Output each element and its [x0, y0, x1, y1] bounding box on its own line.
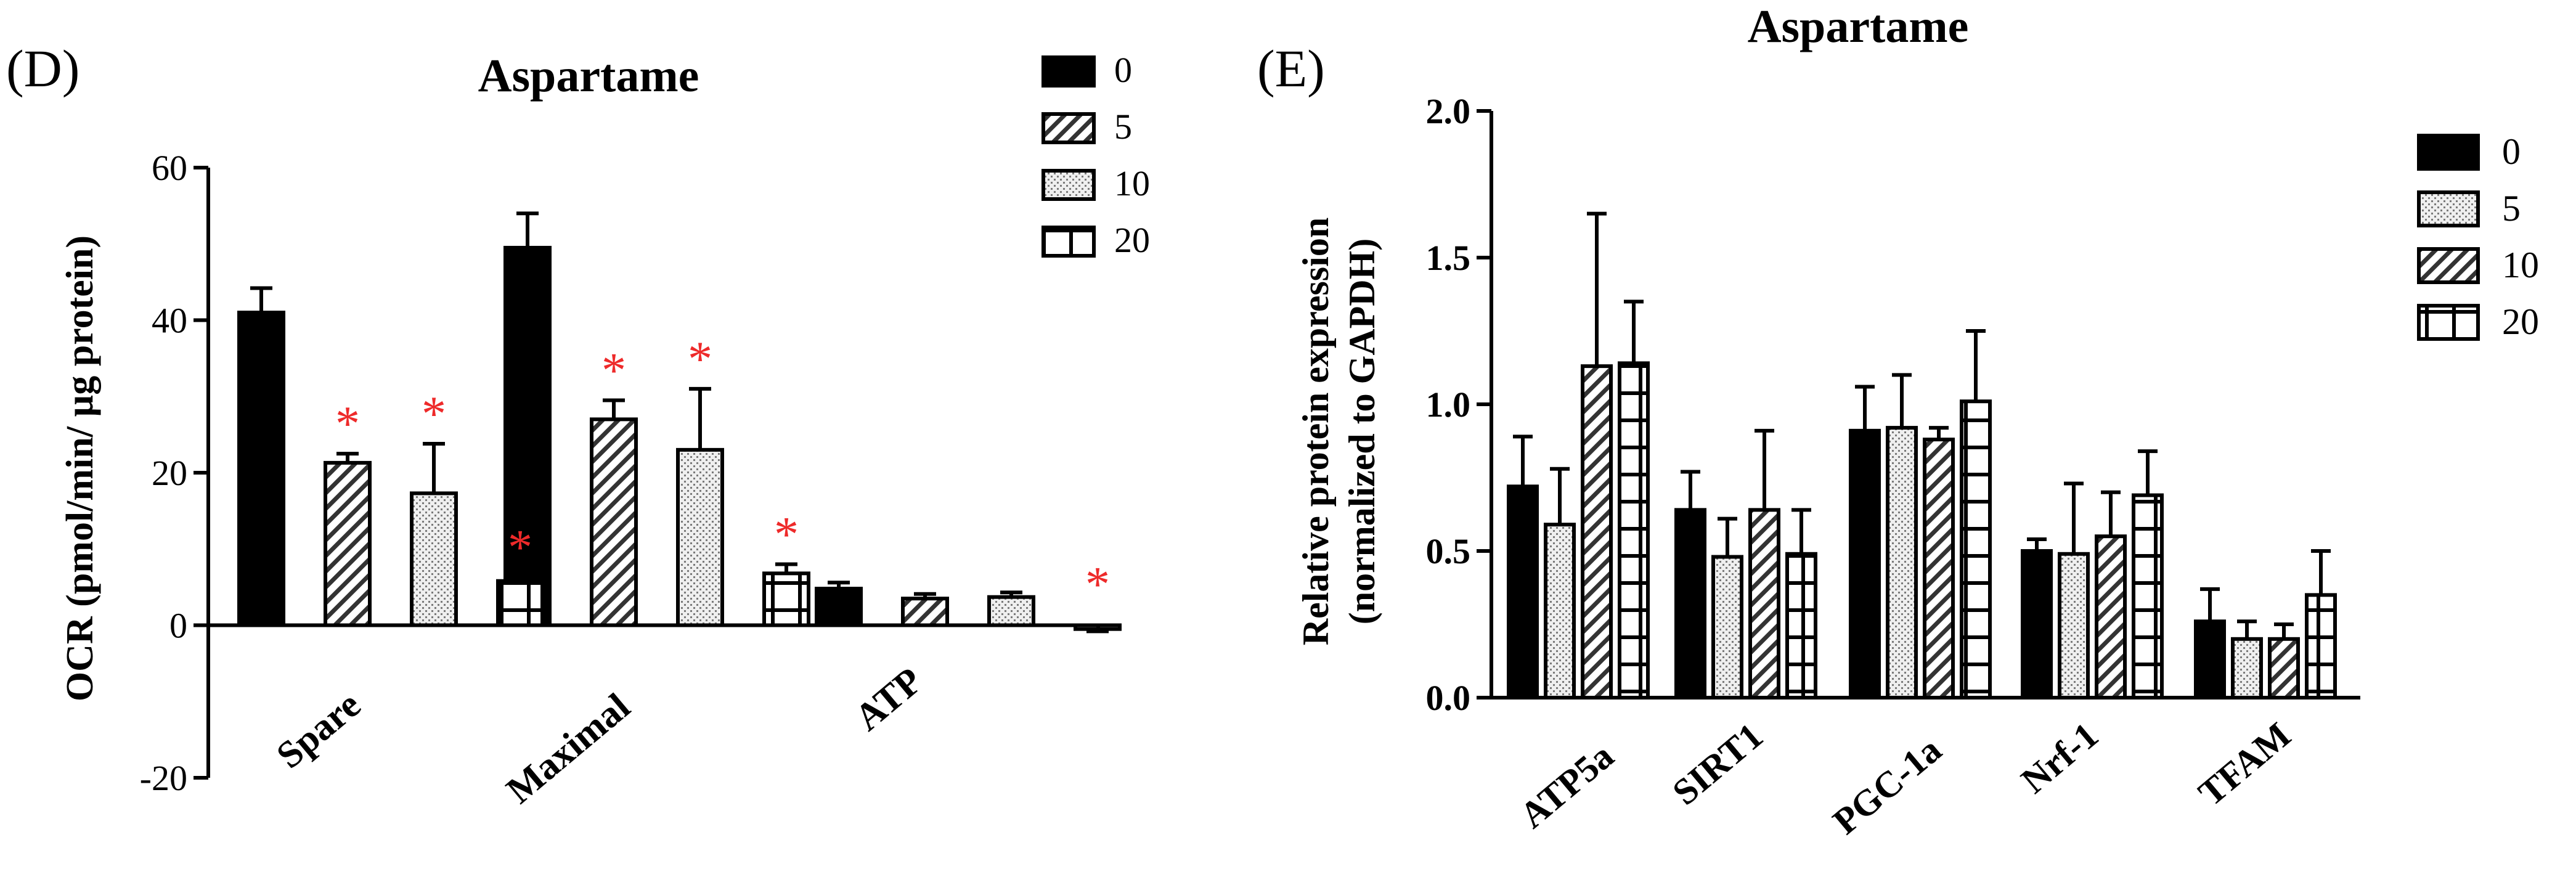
panel-e-legend-label: 10: [2502, 245, 2539, 285]
panel-e-legend-swatch: [2417, 247, 2480, 284]
panel-d-legend-label: 10: [1114, 163, 1150, 203]
panel-e-y-axis-label-line1: Relative protein expression: [1295, 218, 1336, 645]
panel-e-bar: [2095, 534, 2127, 700]
panel-e-legend: 0 5 10 20: [2417, 131, 2539, 342]
panel-e-x-tick-label: Nrf-1: [2013, 714, 2106, 801]
panel-d-x-tick-label: Maximal: [499, 685, 638, 812]
panel-d-label: (D): [6, 39, 79, 98]
panel-e-legend-swatch: [2417, 304, 2480, 341]
panel-e-bar: [2231, 637, 2263, 700]
panel-e-bar: [1507, 484, 1539, 700]
panel-e-y-axis-label-line2: (normalized to GAPDH): [1342, 239, 1382, 625]
panel-d-legend-label: 20: [1114, 220, 1150, 260]
panel-e-legend-label: 5: [2502, 188, 2521, 229]
panel-e-legend-swatch: [2417, 134, 2480, 171]
panel-e-bar: [2194, 619, 2226, 700]
panel-d-title: Aspartame: [478, 50, 699, 102]
panel-e-bar: [1581, 364, 1613, 700]
panel-d-legend-swatch: [1041, 226, 1096, 258]
panel-e-y-tick-label: 0.0: [1426, 678, 1471, 718]
panel-d-bar: [987, 595, 1035, 627]
panel-d-legend-label: 5: [1114, 107, 1132, 147]
panel-e-bar: [1748, 508, 1780, 700]
panel-d-significance-marker: *: [601, 343, 626, 398]
panel-d: (D) Aspartame OCR (pmol/min/ µg protein)…: [6, 39, 1150, 812]
panel-d-bar: [410, 491, 458, 627]
panel-e-bar: [1618, 361, 1650, 700]
panel-d-bar: [237, 311, 285, 627]
panel-e-x-tick-label: PGC-1a: [1825, 729, 1949, 842]
panel-e-bar: [1886, 426, 1918, 700]
panel-e-bar: [1849, 428, 1881, 700]
panel-d-bar: [762, 571, 810, 627]
panel-e-bar: [2058, 552, 2090, 700]
panel-d-bar: [496, 579, 544, 627]
panel-d-bars: * * * * * * *: [237, 211, 1122, 634]
panel-e-bar: [2305, 593, 2337, 700]
panel-e-x-tick-label: TFAM: [2191, 714, 2298, 814]
panel-d-bar: [503, 245, 552, 627]
panel-d-y-tick-label: 0: [169, 606, 187, 646]
panel-d-significance-marker: *: [422, 387, 446, 441]
panel-e-bar: [1544, 523, 1576, 700]
panel-e-bar: [2021, 549, 2053, 700]
panel-d-significance-marker: *: [508, 521, 532, 575]
panel-d-bar: [324, 460, 372, 627]
panel-e-x-tick-label: SIRT1: [1665, 715, 1771, 813]
panel-e-y-tick-label: 1.0: [1426, 385, 1471, 425]
panel-e-bar: [2268, 637, 2300, 700]
panel-e-label: (E): [1257, 39, 1325, 98]
panel-e-y-tick-label: 2.0: [1426, 91, 1471, 131]
panel-e-legend-label: 0: [2502, 131, 2521, 172]
panel-e-title: Aspartame: [1748, 1, 1969, 52]
panel-e-bar: [2132, 493, 2164, 700]
panel-d-bar: [815, 587, 863, 627]
panel-e-bar: [1711, 555, 1743, 700]
panel-d-significance-marker: *: [774, 508, 799, 562]
panel-e-x-axis: ATP5a SIRT1 PGC-1a Nrf-1 TFAM: [1491, 696, 2360, 842]
panel-e-legend-swatch: [2417, 190, 2480, 227]
panel-d-y-tick-label: -20: [140, 758, 187, 798]
panel-d-x-tick-label: Spare: [269, 683, 369, 777]
panel-d-bar: [590, 417, 638, 627]
panel-d-significance-marker: *: [1085, 558, 1110, 612]
panel-e-bar: [1923, 438, 1955, 700]
panel-d-y-axis: 60 40 20 0 -20: [140, 148, 210, 798]
panel-e-bar: [1785, 552, 1817, 700]
panel-e-bar: [1960, 399, 1992, 700]
panel-d-significance-marker: *: [688, 332, 712, 386]
panel-e-y-tick-label: 0.5: [1426, 531, 1471, 571]
panel-d-y-tick-label: 60: [152, 148, 187, 188]
panel-d-y-tick-label: 40: [152, 301, 187, 341]
panel-d-bar: [901, 597, 949, 627]
panel-e-bar: [1674, 508, 1706, 700]
panel-d-legend-label: 0: [1114, 50, 1132, 90]
panel-e-x-tick-label: ATP5a: [1512, 735, 1621, 836]
panel-d-legend-swatch: [1041, 169, 1096, 201]
panel-d-bar: [676, 447, 724, 627]
panel-d-legend-swatch: [1041, 55, 1096, 88]
panel-e-legend-label: 20: [2502, 301, 2539, 342]
panel-e-y-axis: 2.0 1.5 1.0 0.5 0.0: [1426, 91, 1493, 718]
panel-d-y-tick-label: 20: [152, 453, 187, 493]
panel-e-bars: [1507, 211, 2337, 700]
panel-d-legend-swatch: [1041, 112, 1096, 144]
panel-d-x-axis: Spare Maximal ATP: [208, 623, 1094, 812]
panel-e: (E) Aspartame Relative protein expressio…: [1257, 1, 2539, 842]
panel-d-x-tick-label: ATP: [847, 659, 931, 739]
panel-d-legend: 0 5 10 20: [1041, 50, 1150, 260]
panel-d-y-axis-label: OCR (pmol/min/ µg protein): [59, 235, 101, 701]
panel-e-y-tick-label: 1.5: [1426, 238, 1471, 278]
panel-d-significance-marker: *: [335, 397, 360, 451]
